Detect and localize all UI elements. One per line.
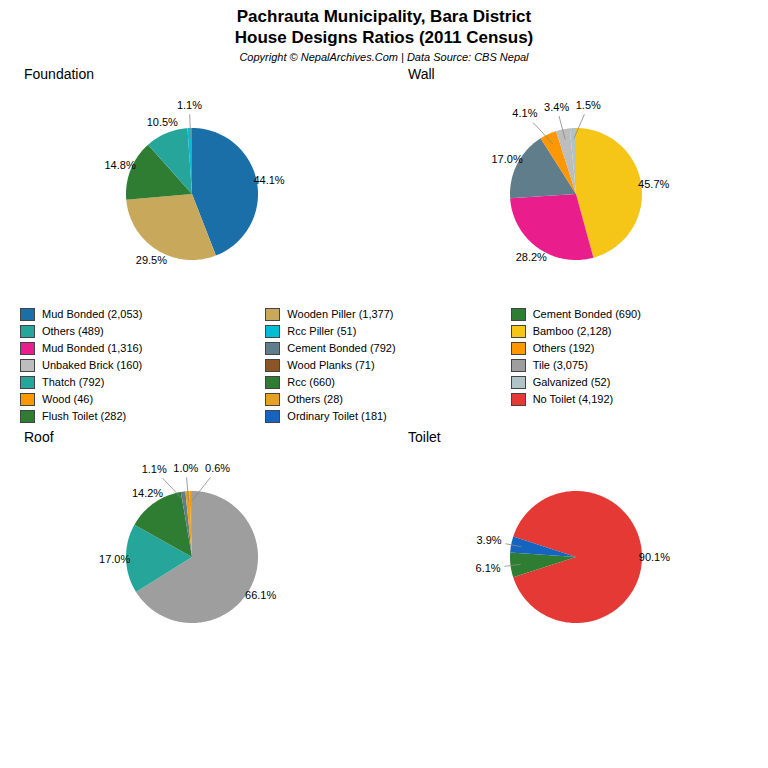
html-text:House Designs Ratios (2011 Cen: House Designs Ratios (2011 Census) [234, 28, 534, 47]
svg-text:3.4%: 3.4% [544, 101, 569, 113]
html-text:Copyright © NepalArchives.Com: Copyright © NepalArchives.Com | Data Sou… [239, 51, 529, 63]
html-text:Cement Bonded (792): Cement Bonded (792) [287, 342, 396, 354]
html-text:Flush Toilet (282): Flush Toilet (282) [42, 410, 127, 422]
svg-text:3.9%: 3.9% [476, 534, 501, 546]
svg-text:1.0%: 1.0% [173, 462, 198, 474]
svg-text:14.2%: 14.2% [132, 487, 163, 499]
svg-text:45.7%: 45.7% [638, 178, 669, 190]
svg-text:29.5%: 29.5% [136, 254, 167, 266]
svg-text:1.5%: 1.5% [576, 99, 601, 111]
html-text:Others (192): Others (192) [532, 342, 595, 354]
html-text:Ordinary Toilet (181): Ordinary Toilet (181) [287, 410, 387, 422]
svg-text:44.1%: 44.1% [253, 174, 284, 186]
svg-text:28.2%: 28.2% [516, 251, 547, 263]
html-text:Thatch (792): Thatch (792) [42, 376, 105, 388]
html-text:Bamboo (2,128): Bamboo (2,128) [532, 325, 612, 337]
svg-text:6.1%: 6.1% [476, 562, 501, 574]
svg-text:90.1%: 90.1% [639, 551, 670, 563]
html-text:Wood (46): Wood (46) [42, 393, 94, 405]
svg-text:4.1%: 4.1% [512, 107, 537, 119]
svg-text:1.1%: 1.1% [177, 99, 202, 111]
html-text:Mud Bonded (2,053): Mud Bonded (2,053) [42, 308, 143, 320]
html-text:Unbaked Brick (160): Unbaked Brick (160) [42, 359, 143, 371]
html-text:Tile (3,075): Tile (3,075) [532, 359, 588, 371]
html-text:Wall: Wall [408, 66, 435, 82]
html-text:Rcc Piller (51): Rcc Piller (51) [287, 325, 357, 337]
html-text:Wood Planks (71): Wood Planks (71) [287, 359, 375, 371]
svg-text:17.0%: 17.0% [491, 153, 522, 165]
svg-text:14.8%: 14.8% [104, 159, 135, 171]
html-text:Others (28): Others (28) [287, 393, 343, 405]
svg-text:66.1%: 66.1% [245, 589, 276, 601]
svg-text:1.1%: 1.1% [142, 463, 167, 475]
html-text:Cement Bonded (690): Cement Bonded (690) [532, 308, 641, 320]
html-text:Wooden Piller (1,377): Wooden Piller (1,377) [287, 308, 394, 320]
svg-text:10.5%: 10.5% [147, 116, 178, 128]
html-text:Others (489): Others (489) [42, 325, 104, 337]
html-text:Mud Bonded (1,316): Mud Bonded (1,316) [42, 342, 143, 354]
svg-text:0.6%: 0.6% [205, 462, 230, 474]
html-text:Foundation: Foundation [24, 66, 95, 82]
svg-text:17.0%: 17.0% [99, 553, 130, 565]
html-text:No Toilet (4,192): No Toilet (4,192) [532, 393, 614, 405]
html-text:Galvanized (52): Galvanized (52) [532, 376, 611, 388]
html-text:Pachrauta Municipality, Bara D: Pachrauta Municipality, Bara District [236, 7, 532, 26]
html-text:Toilet: Toilet [408, 429, 441, 445]
html-text:Roof: Roof [24, 429, 54, 445]
html-text:Rcc (660): Rcc (660) [287, 376, 335, 388]
